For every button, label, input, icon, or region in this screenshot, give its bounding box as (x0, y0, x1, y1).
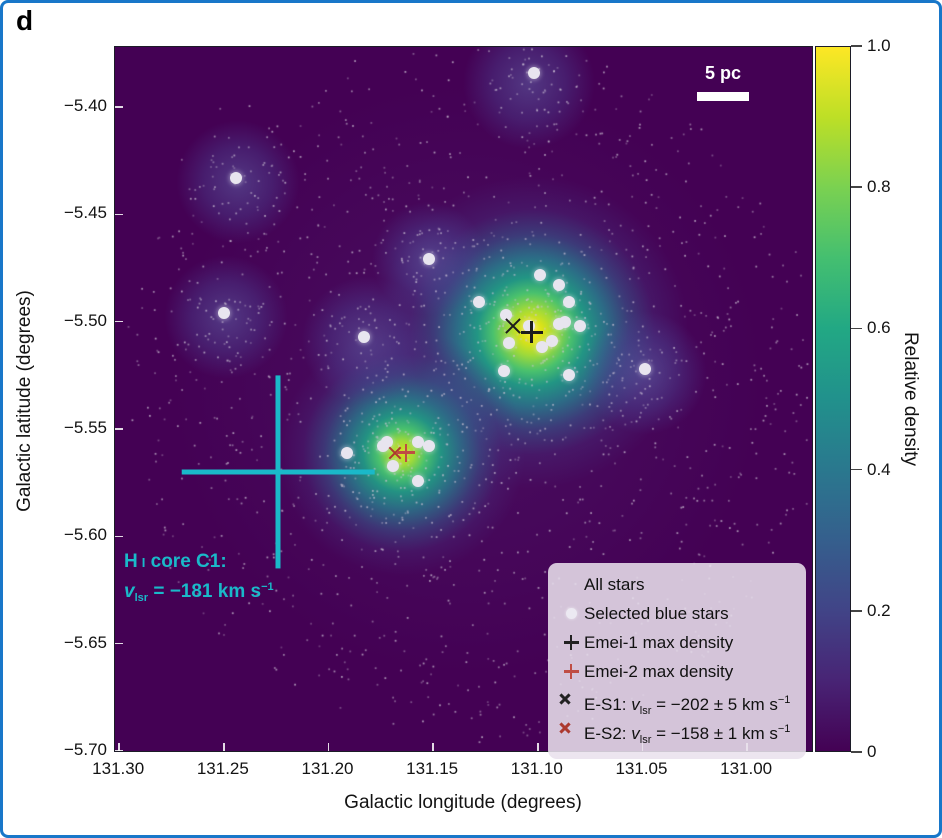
x-tick-label: 131.10 (510, 759, 563, 778)
y-tick-label: −5.55 (63, 418, 107, 438)
x-axis-title: Galactic longitude (degrees) (344, 792, 582, 813)
colorbar (815, 46, 851, 752)
selected-blue-star (412, 474, 425, 487)
legend-item-es2: E-S2: vlsr = −158 ± 1 km s−1 (558, 720, 796, 749)
legend-item-es1: E-S1: vlsr = −202 ± 5 km s−1 (558, 691, 796, 720)
selected-blue-star (422, 440, 435, 453)
selected-blue-star (552, 317, 565, 330)
density-peak-markers-layer (115, 47, 812, 751)
plus-black-icon (558, 635, 584, 650)
legend-label-all-stars: All stars (584, 574, 645, 594)
hi-core-annotation-h: H (124, 551, 138, 572)
legend-item-all-stars: All stars (558, 570, 796, 599)
legend: All stars Selected blue stars Emei-1 max… (548, 563, 806, 759)
plus-marker-Emei-2 max density (396, 443, 415, 462)
selected-blue-star (473, 296, 486, 309)
x-tick-label: 131.30 (92, 759, 145, 778)
x-tick-label: 131.00 (720, 759, 773, 778)
selected-blue-star (217, 307, 230, 320)
x-tick-label: 131.20 (301, 759, 354, 778)
panel-letter: d (16, 5, 34, 36)
legend-label-emei2: Emei-2 max density (584, 661, 734, 681)
selected-blue-star (498, 365, 511, 378)
hi-core-annotation-rest: core C1: (145, 551, 227, 572)
hi-core-annotation-v: v (124, 581, 135, 602)
selected-blue-star (358, 330, 371, 343)
selected-blue-star (573, 320, 586, 333)
hi-core-annotation-sup: −1 (261, 581, 274, 593)
selected-blue-star (422, 253, 435, 266)
y-tick-label: −5.40 (63, 96, 107, 116)
selected-blue-star (638, 362, 651, 375)
selected-blue-star (412, 435, 425, 448)
x-tick-label: 131.05 (615, 759, 668, 778)
colorbar-tick-label: 0.4 (867, 459, 891, 479)
hi-core-annotation-value: = −181 km s (148, 581, 262, 602)
colorbar-label: Relative density (900, 331, 921, 467)
hi-core-errorbar-vertical (275, 375, 281, 569)
y-tick-label: −5.70 (63, 740, 107, 759)
x-tick-label: 131.15 (406, 759, 459, 778)
legend-label-es1: E-S1: vlsr = −202 ± 5 km s−1 (584, 694, 791, 717)
x-tick-label: 131.25 (196, 759, 249, 778)
colorbar-tick-label: 0.2 (867, 600, 891, 620)
plus-marker-Emei-1 max density (520, 321, 543, 344)
scale-bar-label: 5 pc (704, 63, 742, 83)
y-tick-label: −5.50 (63, 310, 107, 330)
selected-blue-stars-marker-icon (558, 608, 584, 619)
selected-blue-star (341, 446, 354, 459)
legend-item-emei2-max-density: Emei-2 max density (558, 657, 796, 686)
colorbar-tick-label: 0.8 (867, 177, 891, 197)
selected-blue-stars-layer (115, 47, 812, 751)
colorbar-tick-label: 0 (867, 742, 877, 761)
cross-black-icon (558, 699, 584, 712)
cross-red-icon (558, 728, 584, 741)
selected-blue-star (502, 337, 515, 350)
legend-item-selected-blue-stars: Selected blue stars (558, 599, 796, 628)
selected-blue-star (563, 369, 576, 382)
colorbar-tick-label: 1.0 (867, 36, 891, 55)
plus-red-icon (558, 664, 584, 679)
y-tick-label: −5.60 (63, 525, 107, 545)
legend-label-es2: E-S2: vlsr = −158 ± 1 km s−1 (584, 723, 791, 746)
hi-core-annotation-smallcap-i: I (141, 555, 146, 570)
selected-blue-star (230, 171, 243, 184)
selected-blue-star (533, 268, 546, 281)
y-axis-title: Galactic latitude (degrees) (14, 290, 35, 512)
hi-core-annotation-sub: lsr (134, 592, 149, 604)
legend-label-emei1: Emei-1 max density (584, 632, 734, 652)
selected-blue-star (546, 335, 559, 348)
y-tick-label: −5.65 (63, 632, 107, 652)
legend-item-emei1-max-density: Emei-1 max density (558, 628, 796, 657)
colorbar-tick-label: 0.6 (867, 318, 891, 338)
selected-blue-star (552, 279, 565, 292)
selected-blue-star (535, 341, 548, 354)
selected-blue-star (527, 66, 540, 79)
selected-blue-star (563, 296, 576, 309)
hi-core-errorbar-layer (115, 47, 812, 751)
legend-label-selected-blue-stars: Selected blue stars (584, 603, 729, 623)
scale-bar (697, 92, 749, 101)
y-tick-label: −5.45 (63, 203, 107, 223)
